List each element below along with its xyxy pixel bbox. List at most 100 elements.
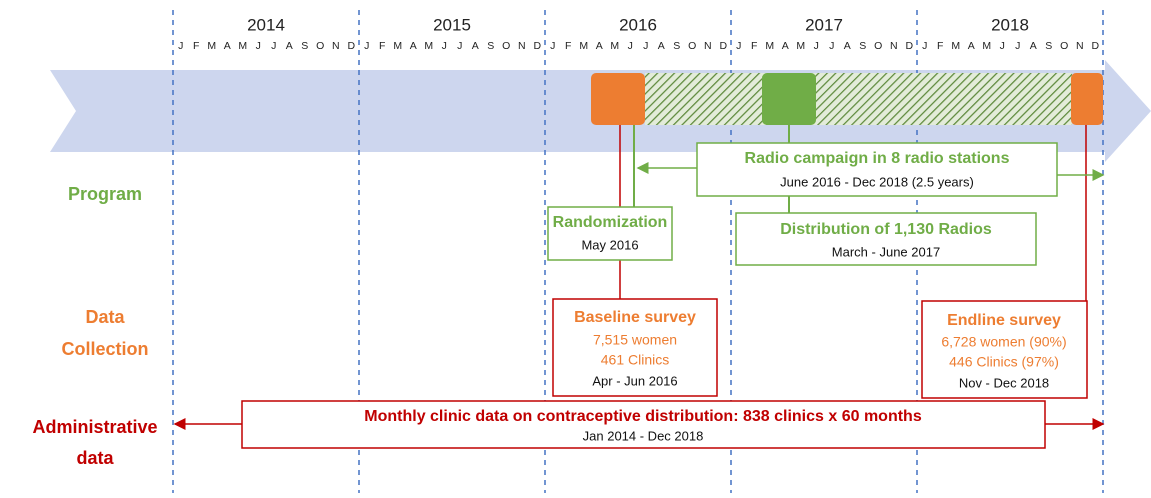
box-dates: Apr - Jun 2016 [592, 373, 677, 388]
month-label: J [442, 40, 447, 52]
month-label: M [951, 40, 960, 52]
baseline-marker [591, 73, 645, 125]
box-dates: June 2016 - Dec 2018 (2.5 years) [780, 174, 974, 189]
month-label: S [301, 40, 308, 52]
month-label: J [829, 40, 834, 52]
box-line: 446 Clinics (97%) [949, 354, 1059, 370]
month-label: F [379, 40, 385, 52]
month-label: M [610, 40, 619, 52]
month-label: N [890, 40, 898, 52]
month-label: M [207, 40, 216, 52]
month-label: O [874, 40, 882, 52]
box [241, 400, 1046, 449]
box [921, 300, 1088, 399]
box-title: Distribution of 1,130 Radios [780, 221, 992, 238]
box [696, 142, 1058, 197]
month-label: J [364, 40, 369, 52]
box-line: 461 Clinics [601, 352, 669, 368]
endline-marker [1071, 73, 1103, 125]
month-label: M [238, 40, 247, 52]
box-title: Monthly clinic data on contraceptive dis… [364, 408, 922, 425]
month-label: M [393, 40, 402, 52]
month-label: A [224, 40, 231, 52]
month-label: A [472, 40, 479, 52]
month-label: D [905, 40, 913, 52]
box-title: Endline survey [947, 312, 1061, 329]
box [547, 206, 673, 261]
month-label: M [765, 40, 774, 52]
month-label: M [579, 40, 588, 52]
month-label: A [844, 40, 851, 52]
box [552, 298, 718, 397]
month-label: O [502, 40, 510, 52]
month-label: S [673, 40, 680, 52]
month-label: F [751, 40, 757, 52]
month-label: A [782, 40, 789, 52]
year-label: 2014 [247, 15, 285, 34]
month-label: A [286, 40, 293, 52]
year-label: 2017 [805, 15, 843, 34]
year-label: 2015 [433, 15, 471, 34]
month-label: S [859, 40, 866, 52]
month-label: N [1076, 40, 1084, 52]
month-label: A [968, 40, 975, 52]
year-label: 2016 [619, 15, 657, 34]
box-title: Baseline survey [574, 309, 696, 326]
distribution-marker [762, 73, 816, 125]
row-label: Data [85, 307, 125, 327]
month-label: D [1091, 40, 1099, 52]
row-label: data [76, 448, 114, 468]
row-label: Collection [61, 339, 148, 359]
row-label: Administrative [32, 417, 157, 437]
box-line: 7,515 women [593, 332, 677, 348]
month-label: M [982, 40, 991, 52]
box-title: Radio campaign in 8 radio stations [745, 150, 1010, 167]
month-label: J [1015, 40, 1020, 52]
month-label: J [271, 40, 276, 52]
month-label: N [332, 40, 340, 52]
month-label: J [550, 40, 555, 52]
radio-period [645, 73, 1072, 125]
box-dates: Nov - Dec 2018 [959, 375, 1049, 390]
month-label: D [719, 40, 727, 52]
box-dates: May 2016 [581, 237, 638, 252]
month-label: F [565, 40, 571, 52]
month-label: S [487, 40, 494, 52]
month-label: J [736, 40, 741, 52]
month-label: M [424, 40, 433, 52]
month-label: J [178, 40, 183, 52]
month-label: O [688, 40, 696, 52]
month-label: J [256, 40, 261, 52]
month-label: A [596, 40, 603, 52]
month-label: J [814, 40, 819, 52]
month-label: A [410, 40, 417, 52]
month-label: D [533, 40, 541, 52]
year-label: 2018 [991, 15, 1029, 34]
month-label: J [922, 40, 927, 52]
box-title: Randomization [553, 214, 668, 231]
month-label: A [1030, 40, 1037, 52]
month-label: N [518, 40, 526, 52]
year-labels: 2014 2015 2016 2017 2018 [247, 15, 1029, 34]
month-label: O [316, 40, 324, 52]
box-dates: Jan 2014 - Dec 2018 [583, 428, 704, 443]
month-label: S [1045, 40, 1052, 52]
month-label: N [704, 40, 712, 52]
month-label: A [658, 40, 665, 52]
month-label: O [1060, 40, 1068, 52]
month-label: J [628, 40, 633, 52]
box [735, 212, 1037, 266]
month-label: D [347, 40, 355, 52]
row-label: Program [68, 184, 142, 204]
month-label: J [457, 40, 462, 52]
month-label: M [796, 40, 805, 52]
month-label: F [937, 40, 943, 52]
box-line: 6,728 women (90%) [941, 334, 1066, 350]
month-label: J [643, 40, 648, 52]
month-label: J [1000, 40, 1005, 52]
month-label: F [193, 40, 199, 52]
box-dates: March - June 2017 [832, 244, 940, 259]
